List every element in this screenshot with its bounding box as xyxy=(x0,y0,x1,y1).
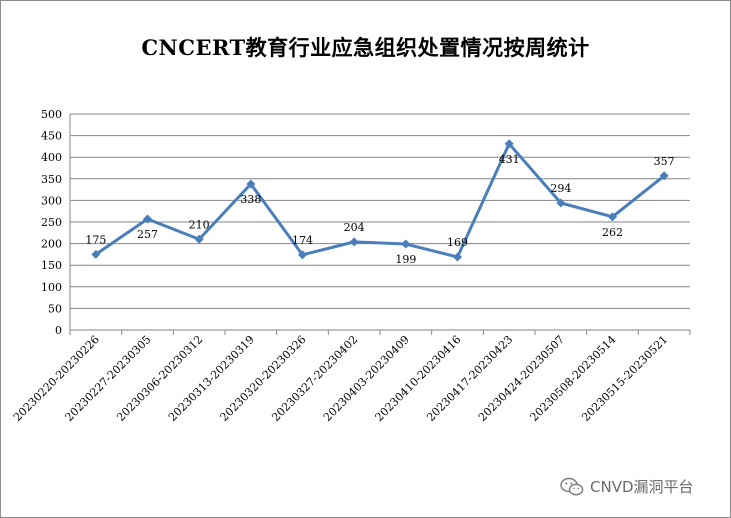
wechat-icon xyxy=(560,477,584,495)
data-point xyxy=(91,249,101,259)
data-point xyxy=(659,171,669,181)
watermark-text: CNVD漏洞平台 xyxy=(590,478,694,496)
x-tick-label: 20230508-20230514 xyxy=(528,333,619,424)
y-tick-label: 450 xyxy=(41,130,62,143)
x-tick-label: 20230417-20230423 xyxy=(424,333,515,424)
x-tick-label: 20230327-20230402 xyxy=(269,333,360,424)
y-tick-label: 250 xyxy=(41,216,62,229)
x-tick-label: 20230320-20230326 xyxy=(218,333,309,424)
x-tick-label: 20230410-20230416 xyxy=(373,333,464,424)
data-point xyxy=(608,212,617,222)
y-tick-label: 50 xyxy=(48,302,62,315)
data-point xyxy=(246,179,256,189)
data-point xyxy=(556,198,566,208)
data-point xyxy=(401,239,411,249)
data-label: 357 xyxy=(654,155,675,168)
data-label: 204 xyxy=(344,221,365,234)
x-tick-label: 20230220-20230226 xyxy=(11,333,102,424)
data-label: 175 xyxy=(85,233,106,246)
data-label: 294 xyxy=(550,182,571,195)
data-label: 338 xyxy=(240,193,261,206)
series-line xyxy=(94,142,666,259)
y-tick-label: 200 xyxy=(41,238,62,251)
data-point xyxy=(194,234,204,244)
y-tick-label: 0 xyxy=(55,324,62,337)
data-point xyxy=(298,250,307,260)
data-label: 431 xyxy=(499,153,520,166)
data-label: 174 xyxy=(292,234,313,247)
y-tick-label: 300 xyxy=(41,194,62,207)
watermark: CNVD漏洞平台 xyxy=(560,476,694,497)
x-tick-label: 20230227-20230305 xyxy=(63,333,154,424)
chart-title: CNCERT教育行业应急组织处置情况按周统计 xyxy=(141,35,590,60)
data-point xyxy=(453,252,462,262)
data-label: 199 xyxy=(395,253,416,266)
x-tick-label: 20230424-20230507 xyxy=(476,333,567,424)
y-tick-label: 150 xyxy=(41,259,62,272)
data-point xyxy=(349,237,359,247)
data-label: 257 xyxy=(137,228,158,241)
data-label: 210 xyxy=(189,218,210,231)
x-tick-label: 20230306-20230312 xyxy=(114,333,205,424)
y-tick-label: 500 xyxy=(41,108,62,121)
y-tick-label: 400 xyxy=(41,151,62,164)
y-tick-label: 350 xyxy=(41,173,62,186)
x-tick-label: 20230515-20230521 xyxy=(579,333,670,424)
data-point xyxy=(143,214,152,224)
y-tick-label: 100 xyxy=(41,281,62,294)
x-tick-label: 20230313-20230319 xyxy=(166,333,257,424)
x-tick-label: 20230403-20230409 xyxy=(321,333,412,424)
data-label: 169 xyxy=(447,236,468,249)
data-point xyxy=(504,139,514,149)
data-label: 262 xyxy=(602,226,623,239)
